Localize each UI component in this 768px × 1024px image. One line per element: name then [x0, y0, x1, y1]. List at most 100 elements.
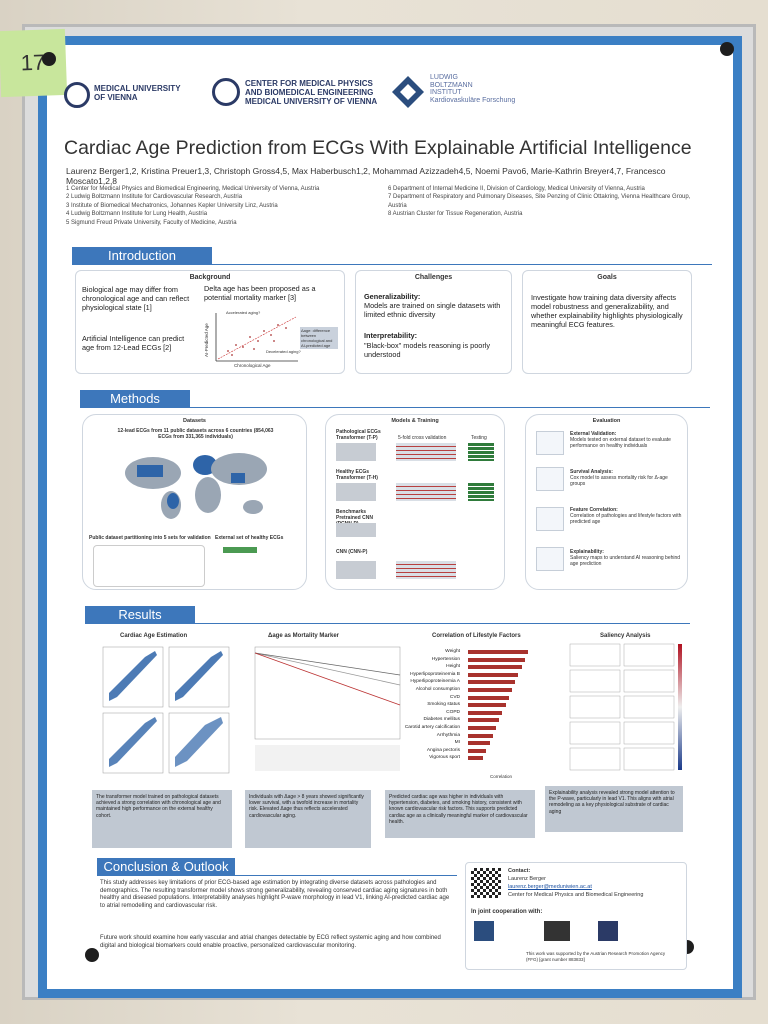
text: Explainability: — [570, 549, 604, 555]
section-heading: Results — [85, 606, 195, 623]
affiliation: 4 Ludwig Boltzmann Institute for Lung He… — [66, 211, 208, 218]
logo-icon — [64, 82, 90, 108]
factor-label: CVD — [449, 694, 460, 700]
section-heading: Conclusion & Outlook — [97, 858, 235, 875]
factor-label: Hypertension — [431, 656, 460, 662]
axis-label: AI-Predicted Age — [204, 323, 209, 357]
text: Healthy ECGs Transformer (T-H) — [336, 469, 378, 481]
box-title: Goals — [597, 274, 617, 281]
text: External set of healthy ECGs — [215, 535, 284, 541]
result-caption: Explainability analysis revealed strong … — [545, 786, 683, 832]
text: "Black-box" models reasoning is poorly u… — [364, 341, 491, 359]
factor-label: Diabetes mellitus — [423, 717, 460, 723]
panel-title: Saliency Analysis — [600, 633, 651, 639]
text: Biological age may differ from chronolog… — [82, 285, 190, 312]
box-title: Background — [189, 274, 231, 281]
cv-diagram — [396, 483, 456, 501]
affiliation: 5 Sigmund Freud Private University, Facu… — [66, 219, 237, 226]
bar-sketch — [468, 756, 484, 761]
text: Generalizability: — [364, 292, 421, 301]
model-icon — [336, 483, 376, 501]
text: Interpretability: — [364, 331, 418, 340]
box-title: Evaluation — [592, 418, 621, 424]
partition-diagram — [93, 545, 205, 587]
factor-label: Height — [446, 664, 460, 670]
healthy-tag — [223, 547, 257, 553]
challenges-box: Challenges Generalizability: Models are … — [355, 270, 512, 374]
factor-label: COPD — [446, 709, 460, 715]
bar-sketch — [468, 726, 496, 730]
rule — [80, 407, 710, 408]
text: CNN (CNN-P) — [336, 549, 368, 555]
text: 12-lead ECGs from 11 public datasets acr… — [117, 428, 274, 440]
cv-diagram — [396, 443, 456, 461]
affiliation: 7 Department of Respiratory and Pulmonar… — [388, 194, 691, 209]
rule — [72, 264, 712, 265]
magnet — [85, 948, 99, 962]
section-heading: Methods — [80, 390, 190, 407]
contact-box: Contact: Laurenz Berger laurenz.berger@m… — [465, 862, 687, 970]
scatter-panels — [102, 646, 230, 774]
bar-sketch — [468, 665, 522, 670]
factor-label: Carotid artery calcification — [404, 725, 460, 730]
factor-label: Alcohol consumption — [415, 687, 460, 692]
text: External Validation: — [570, 431, 617, 437]
factor-label: Smoking status — [427, 702, 460, 708]
sticky-note: 17 — [0, 28, 68, 98]
datasets-box: Datasets 12-lead ECGs from 11 public dat… — [82, 414, 307, 590]
logo-icon — [212, 78, 240, 106]
testing-diagram — [468, 483, 494, 501]
affiliations: 6 Department of Internal Medicine II, Di… — [388, 185, 698, 219]
annotation: Δage: difference between chronological a… — [301, 328, 333, 348]
axis-label: Chronological Age — [234, 363, 271, 368]
bar-sketch — [468, 672, 519, 677]
box-title: Challenges — [414, 274, 453, 281]
mini-plot — [536, 431, 564, 455]
text: Feature Correlation: — [570, 507, 618, 513]
result-caption: The transformer model trained on patholo… — [92, 790, 232, 848]
affiliation: 2 Ludwig Boltzmann Institute for Cardiov… — [66, 194, 243, 201]
age-scatter-sketch — [215, 313, 338, 362]
bar-sketch — [468, 710, 503, 715]
evaluation-box: Evaluation External Validation: Models te… — [525, 414, 688, 590]
panel-title: Correlation of Lifestyle Factors — [432, 633, 521, 639]
affiliation: 3 Institute of Biomedical Mechatronics, … — [66, 202, 278, 209]
text: In joint cooperation with: — [471, 909, 543, 915]
text: Saliency maps to understand AI reasoning… — [570, 555, 681, 567]
mini-plot — [536, 467, 564, 491]
box-title: Models & Training — [391, 418, 439, 424]
factor-label: Weight — [445, 649, 460, 654]
background-box: Background Biological age may differ fro… — [75, 270, 345, 374]
authors: Laurenz Berger1,2, Kristina Preuer1,3, C… — [66, 166, 666, 186]
paragraph: Future work should examine how early vas… — [100, 935, 441, 949]
model-icon — [336, 443, 376, 461]
text: Artificial Intelligence can predict age … — [82, 334, 185, 352]
rule — [85, 623, 690, 624]
text: Cox model to assess mortality risk for Δ… — [570, 475, 668, 487]
factor-label: MI — [454, 740, 460, 746]
mini-plot — [536, 547, 564, 571]
bar-sketch — [468, 680, 516, 685]
text: Center for Medical Physics and Biomedica… — [508, 892, 644, 898]
text: Delta age has been proposed as a potenti… — [204, 284, 316, 302]
factor-label: Vigorous sport — [429, 755, 460, 761]
logo-text: CENTER FOR MEDICAL PHYSICS AND BIOMEDICA… — [245, 79, 378, 106]
bar-sketch — [468, 718, 500, 723]
bar-sketch — [468, 748, 487, 753]
cv-diagram — [396, 561, 456, 579]
box-title: Datasets — [183, 418, 206, 424]
testing-diagram — [468, 443, 494, 461]
factor-label: Hyperlipoproteinemia B — [410, 671, 460, 677]
annotation: Decelerated aging? — [266, 349, 301, 354]
models-box: Models & Training Pathological ECGs Tran… — [325, 414, 505, 590]
affiliation: 1 Center for Medical Physics and Biomedi… — [66, 186, 320, 192]
bar-sketch — [468, 741, 490, 746]
saliency-grid — [569, 643, 682, 771]
link[interactable]: laurenz.berger@meduniwien.ac.at — [508, 884, 592, 890]
goals-box: Goals Investigate how training data dive… — [522, 270, 692, 374]
text: Pathological ECGs Transformer (T-P) — [336, 429, 381, 441]
mini-plot — [536, 507, 564, 531]
panel-title: Δage as Mortality Marker — [268, 633, 340, 639]
bar-sketch — [468, 650, 528, 654]
